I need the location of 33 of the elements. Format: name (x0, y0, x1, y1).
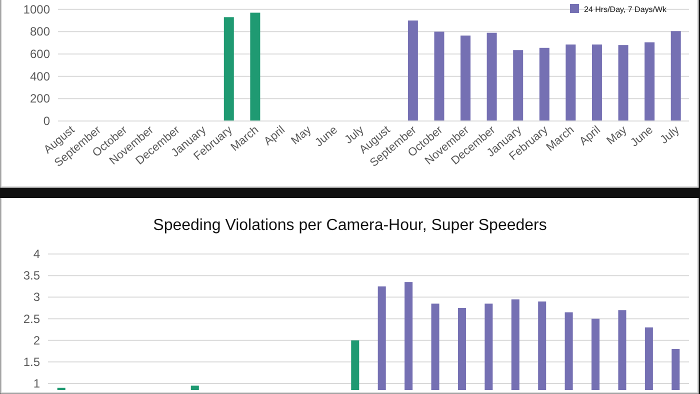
bar (224, 17, 234, 121)
bar (434, 32, 444, 121)
x-tick-label: June (628, 124, 656, 150)
bar (670, 31, 681, 121)
bar (644, 42, 655, 121)
y-tick-label: 1 (33, 376, 40, 391)
bar (513, 50, 524, 121)
y-tick-label: 400 (30, 69, 50, 84)
y-tick-label: 2.5 (23, 312, 40, 326)
bar (539, 48, 550, 121)
y-tick-label: 800 (30, 24, 50, 39)
y-tick-label: 4 (33, 247, 40, 261)
y-tick-label: 3 (33, 290, 40, 304)
x-tick-label: May (604, 124, 630, 148)
x-tick-label: July (658, 124, 682, 146)
bar (250, 12, 260, 121)
x-tick-label: June (313, 124, 340, 150)
y-tick-label: 0 (43, 114, 50, 128)
legend-label: 24 Hrs/Day, 7 Days/Wk (584, 5, 668, 14)
y-tick-label: 600 (30, 47, 50, 62)
bar (408, 20, 418, 121)
y-tick-label: 1000 (23, 2, 50, 16)
bar (566, 44, 576, 121)
y-tick-label: 1.5 (23, 354, 40, 369)
bar (460, 36, 471, 121)
bar (618, 45, 628, 121)
bar (486, 32, 497, 121)
chart-title: Speeding Violations per Camera-Hour, Super Speeders (153, 217, 547, 234)
y-tick-label: 200 (30, 92, 50, 106)
y-tick-label: 3.5 (23, 268, 40, 283)
y-tick-label: 2 (33, 333, 40, 348)
bar (592, 44, 602, 121)
x-tick-label: May (289, 124, 314, 148)
